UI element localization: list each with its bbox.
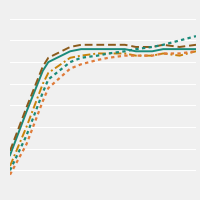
Hispanic — [195, 35, 197, 37]
Black — [25, 126, 28, 128]
White — [96, 44, 99, 46]
Line: White: White — [10, 45, 196, 151]
Black — [178, 54, 181, 57]
White — [9, 150, 11, 152]
Asian — [9, 173, 11, 176]
Total — [47, 61, 49, 63]
Total — [178, 48, 181, 50]
Hispanic — [80, 57, 82, 59]
Asian — [195, 50, 197, 52]
Asian — [42, 100, 44, 102]
Black — [42, 83, 44, 85]
Total — [151, 50, 153, 52]
Black — [96, 52, 99, 55]
Total — [124, 48, 126, 50]
Asian — [178, 52, 181, 55]
Black — [195, 50, 197, 52]
White — [178, 46, 181, 48]
Line: Hispanic: Hispanic — [10, 36, 196, 170]
Total — [9, 154, 11, 156]
Black — [162, 52, 164, 55]
White — [151, 46, 153, 48]
Total — [80, 48, 82, 50]
Asian — [80, 63, 82, 65]
Line: Black: Black — [10, 51, 196, 166]
Asian — [135, 54, 137, 57]
Line: Total: Total — [10, 49, 196, 155]
Hispanic — [96, 54, 99, 57]
Hispanic — [47, 78, 49, 81]
Total — [25, 111, 28, 113]
Hispanic — [42, 91, 44, 94]
Black — [135, 54, 137, 57]
White — [107, 44, 110, 46]
Hispanic — [151, 46, 153, 48]
Total — [96, 48, 99, 50]
White — [195, 44, 197, 46]
Total — [107, 48, 110, 50]
Asian — [124, 54, 126, 57]
White — [124, 44, 126, 46]
White — [69, 46, 71, 48]
Asian — [69, 67, 71, 70]
White — [47, 57, 49, 59]
Black — [69, 57, 71, 59]
Black — [107, 52, 110, 55]
Asian — [151, 54, 153, 57]
Total — [162, 48, 164, 50]
Asian — [96, 59, 99, 61]
Hispanic — [69, 61, 71, 63]
Total — [42, 70, 44, 72]
Hispanic — [135, 48, 137, 50]
Black — [151, 54, 153, 57]
White — [25, 106, 28, 109]
Line: Asian: Asian — [10, 51, 196, 175]
Black — [9, 165, 11, 167]
White — [162, 44, 164, 46]
Asian — [47, 87, 49, 89]
White — [42, 65, 44, 68]
Black — [47, 72, 49, 74]
Total — [195, 48, 197, 50]
Black — [124, 52, 126, 55]
Asian — [107, 57, 110, 59]
Total — [135, 50, 137, 52]
Hispanic — [124, 50, 126, 52]
Hispanic — [178, 39, 181, 42]
White — [135, 46, 137, 48]
Hispanic — [9, 169, 11, 172]
Asian — [162, 52, 164, 55]
Hispanic — [162, 44, 164, 46]
White — [80, 44, 82, 46]
Asian — [25, 143, 28, 146]
Hispanic — [25, 135, 28, 137]
Hispanic — [107, 52, 110, 55]
Black — [80, 54, 82, 57]
Total — [69, 50, 71, 52]
